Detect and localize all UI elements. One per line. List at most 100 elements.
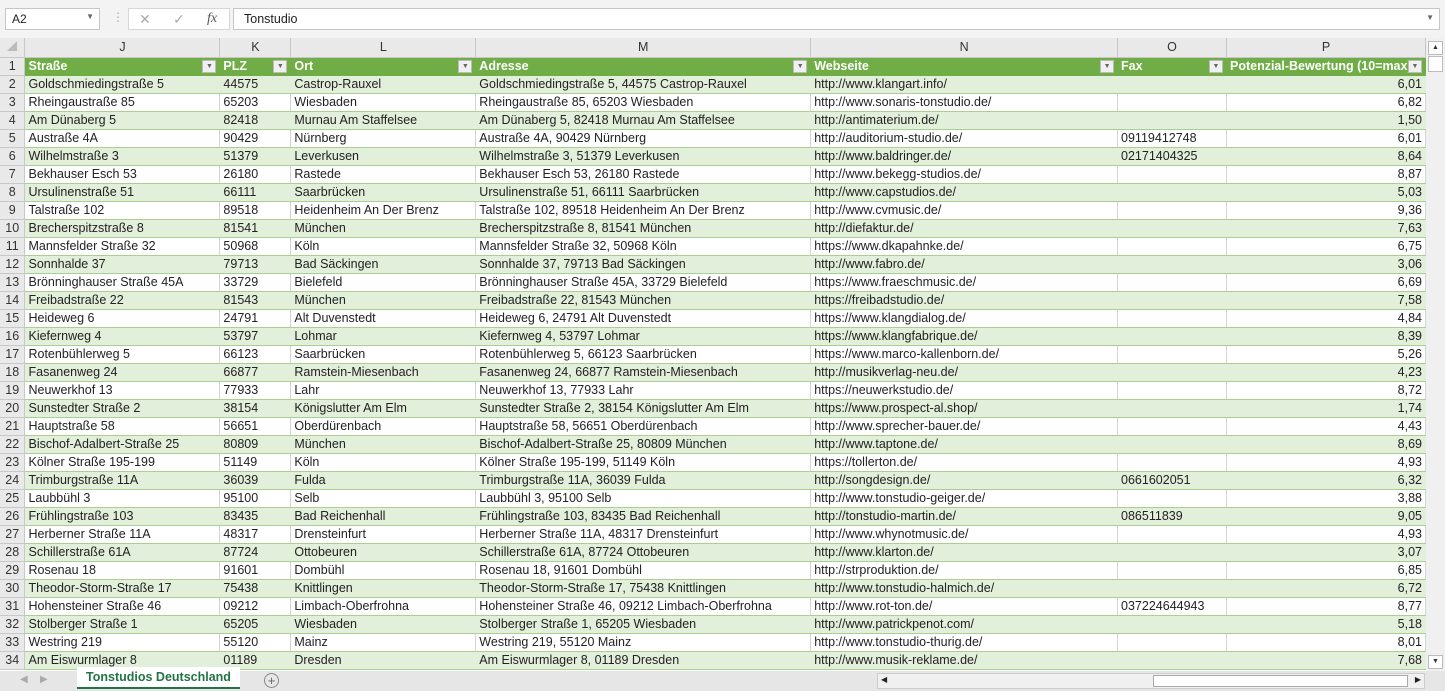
row-header[interactable]: 18 (0, 363, 26, 382)
cell[interactable]: Bielefeld (290, 273, 477, 292)
cell[interactable]: Westring 219 (24, 633, 221, 652)
scroll-thumb[interactable] (1153, 675, 1408, 687)
cell[interactable] (1117, 399, 1227, 418)
row-header[interactable]: 17 (0, 345, 26, 364)
cell[interactable]: Mainz (290, 633, 477, 652)
cell[interactable]: Herberner Straße 11A, 48317 Drensteinfur… (475, 525, 812, 544)
cell[interactable]: Bekhauser Esch 53 (24, 165, 221, 184)
cell[interactable]: 53797 (219, 327, 292, 346)
cell[interactable]: Rotenbühlerweg 5, 66123 Saarbrücken (475, 345, 812, 364)
scroll-right-icon[interactable]: ▶ (1414, 675, 1421, 684)
cell[interactable]: 9,05 (1226, 507, 1426, 526)
cell[interactable]: Fulda (290, 471, 477, 490)
cell[interactable]: Saarbrücken (290, 183, 477, 202)
row-header[interactable]: 33 (0, 633, 26, 652)
cell[interactable] (1117, 111, 1227, 130)
cell[interactable]: http://www.bekegg-studios.de/ (810, 165, 1119, 184)
row-header[interactable]: 10 (0, 219, 26, 238)
cell[interactable]: Castrop-Rauxel (290, 75, 477, 94)
cell[interactable]: http://musikverlag-neu.de/ (810, 363, 1119, 382)
cell[interactable]: Hohensteiner Straße 46, 09212 Limbach-Ob… (475, 597, 812, 616)
cell[interactable]: 6,75 (1226, 237, 1426, 256)
cell[interactable]: 80809 (219, 435, 292, 454)
cell[interactable]: Köln (290, 237, 477, 256)
cell[interactable]: 5,18 (1226, 615, 1426, 634)
row-header[interactable]: 23 (0, 453, 26, 472)
cell[interactable]: https://www.prospect-al.shop/ (810, 399, 1119, 418)
filter-dropdown-icon[interactable]: ▼ (458, 59, 473, 73)
cell[interactable]: 36039 (219, 471, 292, 490)
cell[interactable]: Heideweg 6, 24791 Alt Duvenstedt (475, 309, 812, 328)
cell[interactable]: Rotenbühlerweg 5 (24, 345, 221, 364)
cancel-icon[interactable]: ✕ (139, 11, 151, 27)
spreadsheet-grid[interactable]: J K L M N O P 1 Straße ▼ PLZ ▼ Ort ▼ Adresse ▼ Webseite ▼… (0, 38, 1426, 671)
cell[interactable]: München (290, 291, 477, 310)
cell[interactable]: Austraße 4A (24, 129, 221, 148)
cell[interactable]: Rosenau 18, 91601 Dombühl (475, 561, 812, 580)
cell[interactable]: Herberner Straße 11A (24, 525, 221, 544)
row-header[interactable]: 26 (0, 507, 26, 526)
column-header-L[interactable]: L (290, 38, 477, 58)
cell[interactable]: Freibadstraße 22, 81543 München (475, 291, 812, 310)
cell[interactable]: Köln (290, 453, 477, 472)
insert-function-icon[interactable]: fx (207, 11, 218, 26)
cell[interactable]: http://www.rot-ton.de/ (810, 597, 1119, 616)
cell[interactable]: https://neuwerkstudio.de/ (810, 381, 1119, 400)
row-header[interactable]: 28 (0, 543, 26, 562)
cell[interactable]: 65203 (219, 93, 292, 112)
cell[interactable]: Hohensteiner Straße 46 (24, 597, 221, 616)
cell[interactable]: 8,87 (1226, 165, 1426, 184)
cell[interactable] (1117, 489, 1227, 508)
cell[interactable] (1117, 651, 1227, 670)
cell[interactable] (1117, 453, 1227, 472)
row-header[interactable]: 4 (0, 111, 26, 130)
row-header[interactable]: 20 (0, 399, 26, 418)
cell[interactable]: Rosenau 18 (24, 561, 221, 580)
cell[interactable]: Königslutter Am Elm (290, 399, 477, 418)
cell[interactable]: Talstraße 102 (24, 201, 221, 220)
cell[interactable]: München (290, 435, 477, 454)
cell[interactable]: Bischof-Adalbert-Straße 25, 80809 Münche… (475, 435, 812, 454)
cell[interactable]: Heideweg 6 (24, 309, 221, 328)
cell[interactable] (1117, 525, 1227, 544)
row-header[interactable]: 1 (0, 57, 26, 76)
cell[interactable]: 51149 (219, 453, 292, 472)
cell[interactable]: https://tollerton.de/ (810, 453, 1119, 472)
cell[interactable]: Stolberger Straße 1, 65205 Wiesbaden (475, 615, 812, 634)
row-header[interactable]: 19 (0, 381, 26, 400)
enter-icon[interactable]: ✓ (173, 11, 185, 27)
cell[interactable]: 1,74 (1226, 399, 1426, 418)
cell[interactable]: Bekhauser Esch 53, 26180 Rastede (475, 165, 812, 184)
cell[interactable]: Trimburgstraße 11A (24, 471, 221, 490)
cell[interactable] (1117, 561, 1227, 580)
cell[interactable]: Sonnhalde 37, 79713 Bad Säckingen (475, 255, 812, 274)
cell[interactable]: 65205 (219, 615, 292, 634)
row-header[interactable]: 13 (0, 273, 26, 292)
cell[interactable]: München (290, 219, 477, 238)
cell[interactable]: http://strproduktion.de/ (810, 561, 1119, 580)
cell[interactable]: Schillerstraße 61A (24, 543, 221, 562)
cell[interactable]: 44575 (219, 75, 292, 94)
cell[interactable]: 87724 (219, 543, 292, 562)
cell[interactable]: Am Eiswurmlager 8 (24, 651, 221, 670)
cell[interactable]: Kiefernweg 4 (24, 327, 221, 346)
sheet-tab[interactable]: Tonstudios Deutschland (77, 667, 240, 689)
cell[interactable]: http://www.capstudios.de/ (810, 183, 1119, 202)
cell[interactable]: Wiesbaden (290, 615, 477, 634)
cell[interactable] (1117, 309, 1227, 328)
cell[interactable]: Laubbühl 3 (24, 489, 221, 508)
cell[interactable]: http://www.whynotmusic.de/ (810, 525, 1119, 544)
cell[interactable]: 6,32 (1226, 471, 1426, 490)
row-header[interactable]: 3 (0, 93, 26, 112)
cell[interactable]: Wiesbaden (290, 93, 477, 112)
cell[interactable]: 086511839 (1117, 507, 1227, 526)
cell[interactable]: 4,84 (1226, 309, 1426, 328)
cell[interactable]: Theodor-Storm-Straße 17 (24, 579, 221, 598)
cell[interactable] (1117, 75, 1227, 94)
column-header-P[interactable]: P (1226, 38, 1426, 58)
cell[interactable]: http://www.taptone.de/ (810, 435, 1119, 454)
cell[interactable]: 26180 (219, 165, 292, 184)
cell[interactable]: Hauptstraße 58, 56651 Oberdürenbach (475, 417, 812, 436)
cell[interactable]: Leverkusen (290, 147, 477, 166)
cell[interactable]: 7,63 (1226, 219, 1426, 238)
